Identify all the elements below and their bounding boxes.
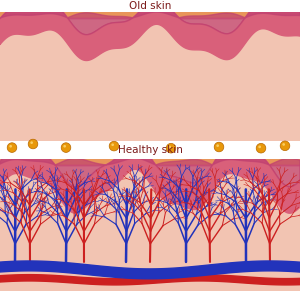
Circle shape [256, 143, 266, 153]
Circle shape [109, 141, 119, 151]
Circle shape [9, 145, 12, 148]
Text: Healthy skin: Healthy skin [118, 145, 182, 155]
Bar [0, 12, 300, 18]
Circle shape [258, 146, 261, 148]
Circle shape [168, 146, 171, 148]
Circle shape [166, 143, 176, 153]
Bar [0, 12, 300, 141]
Circle shape [216, 144, 219, 147]
Circle shape [61, 143, 71, 152]
Circle shape [280, 141, 290, 151]
Bar [0, 141, 300, 159]
Bar [0, 141, 300, 159]
Circle shape [7, 143, 17, 152]
Circle shape [63, 145, 66, 148]
Circle shape [282, 143, 285, 146]
Circle shape [214, 142, 224, 152]
Bar [0, 291, 300, 300]
Bar [0, 159, 300, 165]
Bar [0, 159, 300, 291]
Circle shape [111, 143, 114, 146]
Bar [0, 0, 300, 12]
Circle shape [30, 141, 33, 144]
Text: Old skin: Old skin [129, 1, 171, 11]
Circle shape [28, 139, 38, 149]
